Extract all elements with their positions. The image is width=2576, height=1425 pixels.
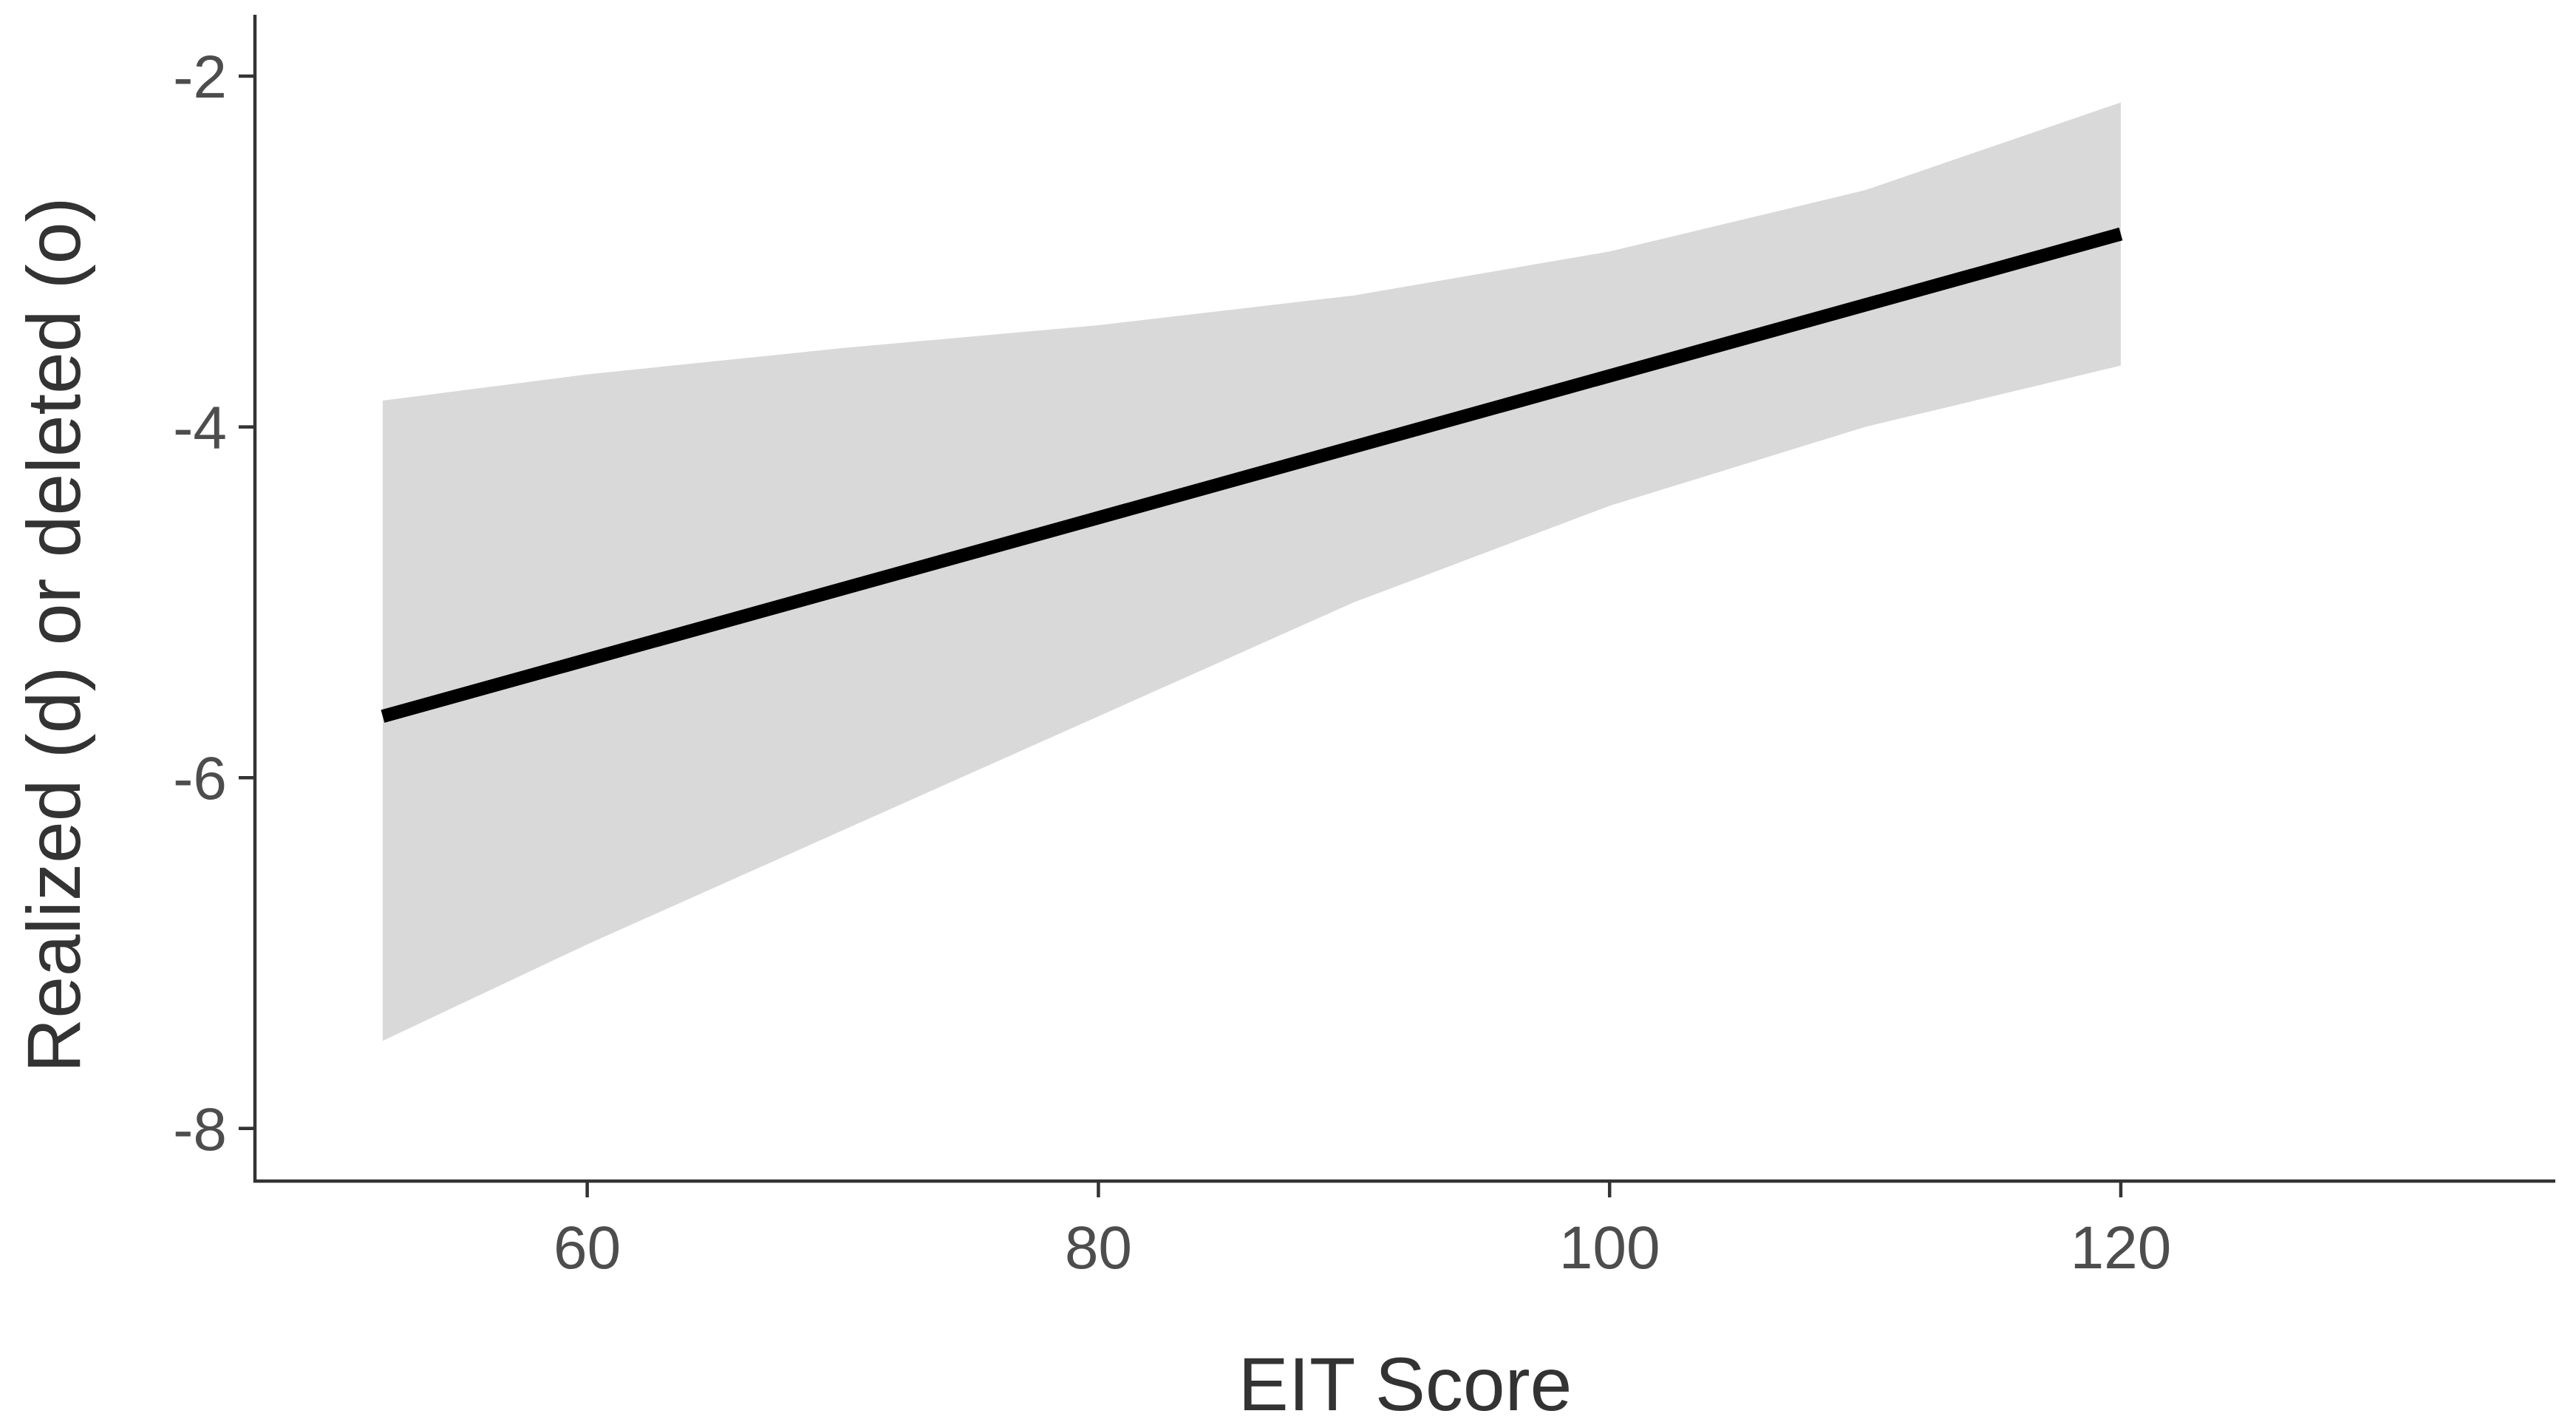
x-axis-title: EIT Score [1238,1342,1572,1425]
y-axis-title: Realized (d) or deleted (o) [12,197,96,1073]
x-tick-label: 120 [2071,1214,2172,1282]
x-tick-label: 60 [553,1214,621,1282]
axis-lines [253,15,2555,1183]
series-line-layer [381,227,2123,723]
y-tick-label: -8 [173,1096,227,1163]
y-axis-ticks: -8 -6 -4 -2 [173,44,255,1163]
y-tick-label: -2 [173,44,227,111]
series-line [381,227,2123,723]
y-tick-label: -4 [173,395,227,462]
confidence-band-layer [382,102,2122,1041]
confidence-band [382,102,2122,1041]
y-tick-label: -6 [173,745,227,812]
x-axis-ticks: 60 80 100 120 [553,1181,2171,1282]
x-tick-label: 100 [1559,1214,1660,1282]
x-tick-label: 80 [1065,1214,1132,1282]
axes [253,15,2555,1183]
